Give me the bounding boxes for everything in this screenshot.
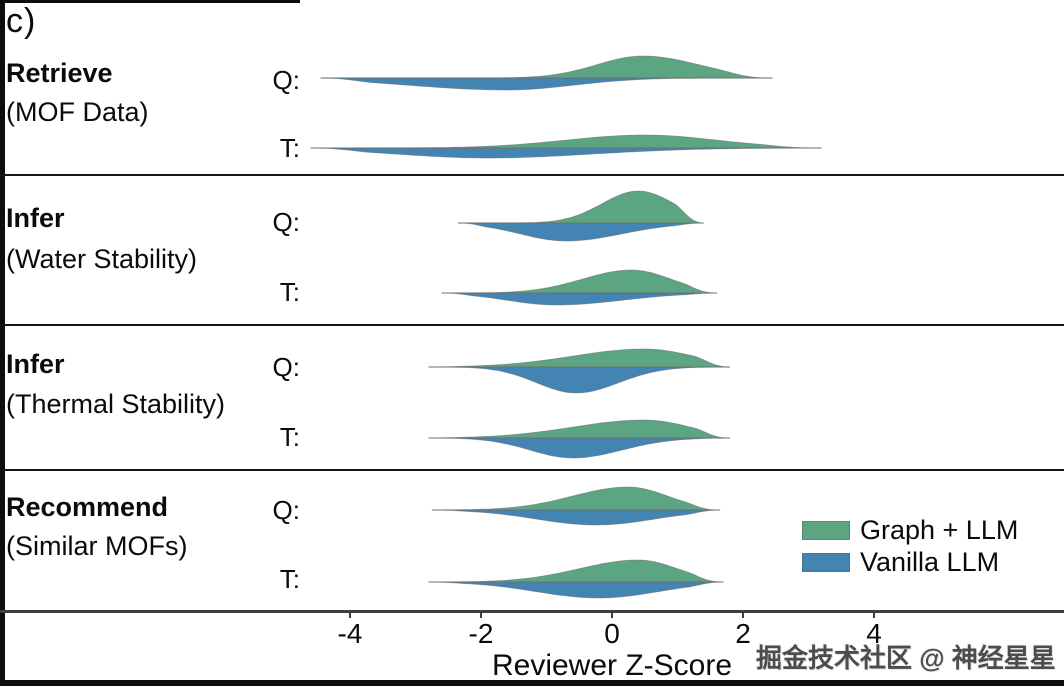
violin-graph-llm <box>320 55 773 79</box>
section-divider-1 <box>0 174 1064 176</box>
legend-item-graph-llm: Graph + LLM <box>802 514 1018 546</box>
section-subtitle-mof-data: (MOF Data) <box>6 97 149 127</box>
violin-vanilla-llm <box>428 581 724 599</box>
violin-graph-llm <box>431 486 721 511</box>
section-divider-2 <box>0 324 1064 326</box>
section-title-infer-water: Infer <box>6 203 65 233</box>
legend-item-vanilla-llm: Vanilla LLM <box>802 546 1018 578</box>
crop-border-top <box>0 0 300 3</box>
row-label-water-q: Q: <box>272 207 300 237</box>
row-label-water-t: T: <box>279 277 300 307</box>
section-subtitle-thermal-stability: (Thermal Stability) <box>6 389 226 419</box>
legend-label-vanilla-llm: Vanilla LLM <box>860 546 1000 577</box>
x-tick-label: -4 <box>337 618 363 649</box>
legend: Graph + LLM Vanilla LLM <box>802 514 1018 578</box>
panel-label: c) <box>6 2 37 40</box>
violin-graph-llm <box>441 269 717 294</box>
violin-vanilla-llm <box>458 222 704 242</box>
x-axis-line <box>0 610 1064 613</box>
section-subtitle-similar-mofs: (Similar MOFs) <box>6 531 188 561</box>
x-tick-label: 4 <box>866 618 882 649</box>
section-title-recommend: Recommend <box>6 492 169 522</box>
section-subtitle-water-stability: (Water Stability) <box>6 244 198 274</box>
row-label-recommend-t: T: <box>279 564 300 594</box>
row-label-recommend-q: Q: <box>272 495 300 525</box>
crop-border-bottom <box>0 680 1064 686</box>
violin-vanilla-llm <box>431 509 721 526</box>
x-tick-label: 0 <box>604 618 620 649</box>
violin-graph-llm <box>310 134 822 149</box>
graph-llm-swatch-icon <box>802 520 850 540</box>
violin-graph-llm <box>458 190 704 224</box>
section-title-retrieve: Retrieve <box>6 58 113 88</box>
vanilla-llm-swatch-icon <box>802 552 850 572</box>
violin-vanilla-llm <box>310 147 822 159</box>
row-label-retrieve-q: Q: <box>272 65 300 95</box>
watermark-text: 掘金技术社区 @ 神经星星 <box>756 643 1056 673</box>
violin-vanilla-llm <box>428 437 730 459</box>
crop-border-left <box>0 0 5 686</box>
violin-vanilla-llm <box>320 77 773 91</box>
x-tick-label: -2 <box>468 618 494 649</box>
x-axis-title: Reviewer Z-Score <box>491 649 733 682</box>
violin-graph-llm <box>428 348 730 368</box>
violin-vanilla-llm <box>441 292 717 306</box>
section-title-infer-thermal: Infer <box>6 349 65 379</box>
row-label-thermal-t: T: <box>279 422 300 452</box>
x-tick-label: 2 <box>735 618 751 649</box>
violin-graph-llm <box>428 559 724 583</box>
violin-graph-llm <box>428 419 730 439</box>
section-divider-3 <box>0 469 1064 471</box>
row-label-thermal-q: Q: <box>272 352 300 382</box>
legend-label-graph-llm: Graph + LLM <box>860 514 1019 545</box>
row-label-retrieve-t: T: <box>279 133 300 163</box>
violin-vanilla-llm <box>428 366 730 394</box>
